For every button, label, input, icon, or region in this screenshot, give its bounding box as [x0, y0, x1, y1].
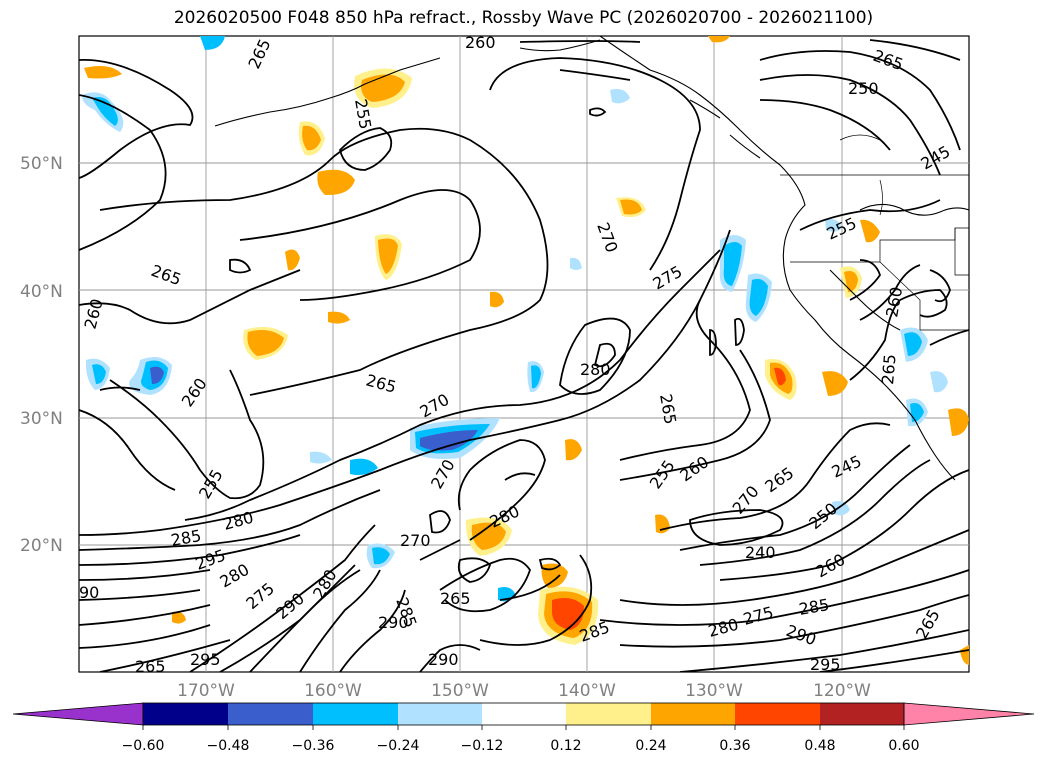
colorbar-tick-label: 0.60 — [888, 738, 919, 754]
lat-label: 40°N — [20, 282, 63, 302]
colorbar-tick-label: −0.60 — [122, 738, 165, 754]
contour-label: 250 — [848, 79, 879, 98]
lat-label: 30°N — [20, 409, 63, 429]
colorbar-tick-label: −0.48 — [207, 738, 250, 754]
longitude-labels: 170°W 160°W 150°W 140°W 130°W 120°W — [177, 681, 871, 701]
colorbar-tick-label: 0.12 — [550, 738, 581, 754]
lon-label: 160°W — [304, 681, 362, 701]
contour-label: 265 — [878, 353, 900, 385]
coastlines — [214, 36, 969, 481]
contour-label: 270 — [400, 531, 431, 550]
contour-label: 265 — [135, 657, 166, 676]
contour-label: 240 — [745, 543, 776, 562]
lon-label: 140°W — [558, 681, 616, 701]
contour-label: 260 — [465, 33, 496, 52]
contour-label: 90 — [79, 583, 99, 602]
map-title: 2026020500 F048 850 hPa refract., Rossby… — [173, 8, 874, 28]
lat-label: 50°N — [20, 154, 63, 174]
colorbar-labels: −0.60 −0.48 −0.36 −0.24 −0.12 0.12 0.24 … — [122, 738, 920, 754]
contour-label: 290 — [428, 650, 459, 669]
colorbar-tick-label: 0.24 — [635, 738, 666, 754]
contour-label: 295 — [810, 655, 841, 674]
lon-label: 130°W — [685, 681, 743, 701]
colorbar-tick-label: 0.48 — [804, 738, 835, 754]
latitude-labels: 50°N 40°N 30°N 20°N — [20, 154, 63, 556]
lon-label: 170°W — [177, 681, 235, 701]
colorbar-tick-label: −0.12 — [461, 738, 504, 754]
colorbar-tick-label: 0.36 — [719, 738, 750, 754]
contour-label: 265 — [440, 589, 471, 608]
contour-label: 295 — [190, 650, 221, 669]
lat-label: 20°N — [20, 536, 63, 556]
lon-label: 120°W — [813, 681, 871, 701]
contour-label: 280 — [580, 360, 611, 379]
contour-label: 290 — [378, 613, 409, 632]
refractivity-contours — [79, 39, 969, 672]
lon-label: 150°W — [431, 681, 489, 701]
colorbar-tick-label: −0.24 — [377, 738, 420, 754]
colorbar — [12, 702, 1035, 730]
graticule — [79, 36, 969, 672]
colorbar-tick-label: −0.36 — [292, 738, 335, 754]
map-frame — [78, 35, 970, 673]
